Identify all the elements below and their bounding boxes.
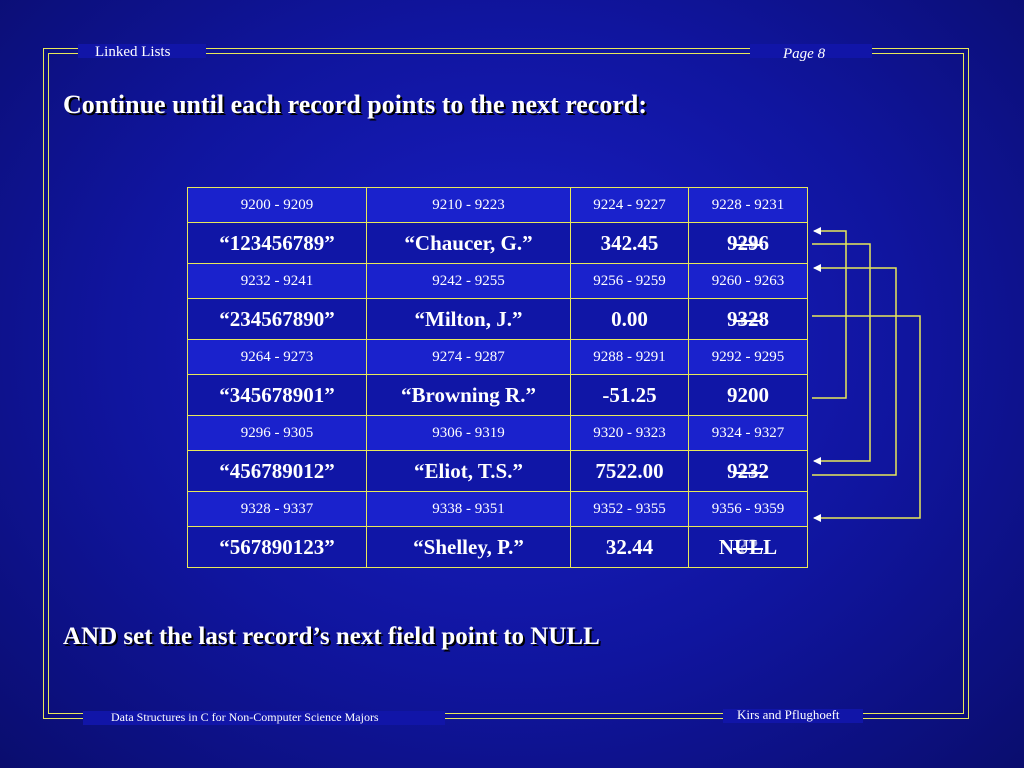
authors: Kirs and Pflughoeft <box>737 707 840 722</box>
address-cell: 9328 - 9337 <box>187 491 367 527</box>
address-cell: 9306 - 9319 <box>366 415 571 451</box>
section-label: Linked Lists <box>95 44 171 60</box>
address-cell: 9288 - 9291 <box>570 339 689 375</box>
address-cell: 9292 - 9295 <box>688 339 808 375</box>
frame-gap <box>78 44 206 58</box>
address-cell: 9210 - 9223 <box>366 187 571 223</box>
record-row: “567890123” “Shelley, P.” 32.44 NULL?? <box>187 526 808 568</box>
address-row: 9232 - 9241 9242 - 9255 9256 - 9259 9260 - … <box>187 263 808 299</box>
address-row: 9328 - 9337 9338 - 9351 9352 - 9355 9356 - … <box>187 491 808 527</box>
crossed-out-placeholder: ?? <box>737 306 759 331</box>
address-cell: 9200 - 9209 <box>187 187 367 223</box>
address-cell: 9352 - 9355 <box>570 491 689 527</box>
balance-field: 32.44 <box>570 526 689 568</box>
strikethrough-mark <box>732 548 763 551</box>
balance-field: -51.25 <box>570 374 689 416</box>
frame-gap <box>750 44 872 58</box>
frame-gap <box>83 711 445 725</box>
next-pointer-field: 9200 <box>688 374 808 416</box>
strikethrough-mark <box>733 244 763 247</box>
slide-frame-outer <box>43 48 969 719</box>
name-field: “Milton, J.” <box>366 298 571 340</box>
address-row: 9264 - 9273 9274 - 9287 9288 - 9291 9292 - … <box>187 339 808 375</box>
address-cell: 9228 - 9231 <box>688 187 808 223</box>
name-field: “Browning R.” <box>366 374 571 416</box>
record-row: “123456789” “Chaucer, G.” 342.45 9296?? <box>187 222 808 264</box>
record-row: “456789012” “Eliot, T.S.” 7522.00 9232?? <box>187 450 808 492</box>
memory-table: 9200 - 9209 9210 - 9223 9224 - 9227 9228 - … <box>187 187 808 568</box>
address-cell: 9264 - 9273 <box>187 339 367 375</box>
next-pointer-field: NULL?? <box>688 526 808 568</box>
address-cell: 9338 - 9351 <box>366 491 571 527</box>
slide-frame-inner <box>48 53 964 714</box>
crossed-out-placeholder: ?? <box>737 458 759 483</box>
name-field: “Chaucer, G.” <box>366 222 571 264</box>
address-cell: 9324 - 9327 <box>688 415 808 451</box>
record-row: “234567890” “Milton, J.” 0.00 9328?? <box>187 298 808 340</box>
next-pointer-value: 9328 <box>727 306 769 331</box>
address-cell: 9232 - 9241 <box>187 263 367 299</box>
ssn-field: “345678901” <box>187 374 367 416</box>
strikethrough-mark <box>733 472 763 475</box>
address-cell: 9356 - 9359 <box>688 491 808 527</box>
strikethrough-mark <box>733 320 763 323</box>
page-number: Page 8 <box>783 46 826 62</box>
address-cell: 9242 - 9255 <box>366 263 571 299</box>
address-cell: 9320 - 9323 <box>570 415 689 451</box>
address-cell: 9260 - 9263 <box>688 263 808 299</box>
next-pointer-value: NULL <box>718 534 778 559</box>
next-pointer-field: 9296?? <box>688 222 808 264</box>
record-row: “345678901” “Browning R.” -51.25 9200 <box>187 374 808 416</box>
crossed-out-placeholder: ?? <box>737 230 759 255</box>
name-field: “Eliot, T.S.” <box>366 450 571 492</box>
ssn-field: “456789012” <box>187 450 367 492</box>
ssn-field: “234567890” <box>187 298 367 340</box>
next-pointer-field: 9328?? <box>688 298 808 340</box>
balance-field: 342.45 <box>570 222 689 264</box>
footnote-text: AND set the last record’s next field poi… <box>63 623 600 650</box>
balance-field: 7522.00 <box>570 450 689 492</box>
next-pointer-field: 9232?? <box>688 450 808 492</box>
next-pointer-value: 9200 <box>727 382 769 407</box>
slide-title: Continue until each record points to the… <box>63 90 647 119</box>
next-pointer-value: 9296 <box>727 230 769 255</box>
address-cell: 9256 - 9259 <box>570 263 689 299</box>
address-cell: 9224 - 9227 <box>570 187 689 223</box>
address-cell: 9296 - 9305 <box>187 415 367 451</box>
crossed-out-placeholder: ?? <box>737 534 759 559</box>
address-row: 9200 - 9209 9210 - 9223 9224 - 9227 9228 - … <box>187 187 808 223</box>
frame-gap <box>723 709 863 723</box>
name-field: “Shelley, P.” <box>366 526 571 568</box>
course-title: Data Structures in C for Non-Computer Sc… <box>111 710 379 724</box>
next-pointer-value: 9232 <box>727 458 769 483</box>
address-row: 9296 - 9305 9306 - 9319 9320 - 9323 9324 - … <box>187 415 808 451</box>
ssn-field: “567890123” <box>187 526 367 568</box>
address-cell: 9274 - 9287 <box>366 339 571 375</box>
balance-field: 0.00 <box>570 298 689 340</box>
ssn-field: “123456789” <box>187 222 367 264</box>
